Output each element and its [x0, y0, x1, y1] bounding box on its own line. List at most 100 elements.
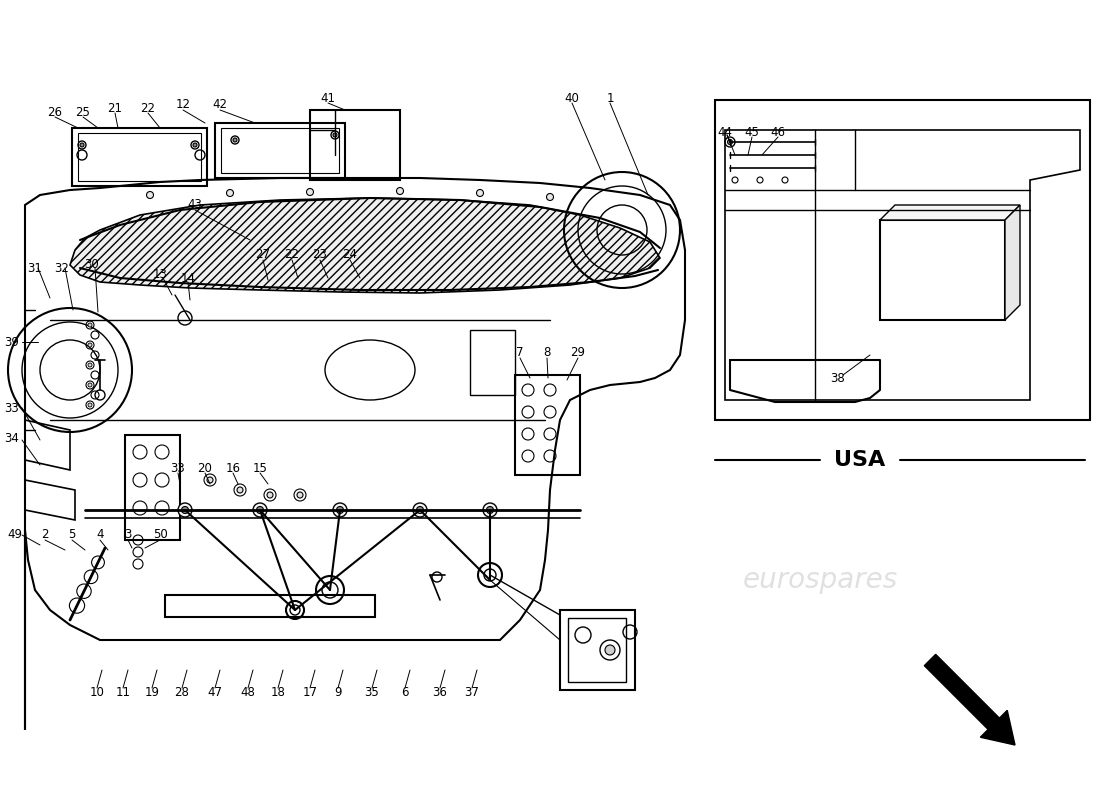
Text: 20: 20 — [198, 462, 212, 474]
Circle shape — [297, 492, 302, 498]
Circle shape — [178, 503, 192, 517]
Bar — [560, 610, 635, 690]
Text: 48: 48 — [241, 686, 255, 698]
Polygon shape — [1005, 205, 1020, 320]
Text: 7: 7 — [516, 346, 524, 359]
Circle shape — [483, 503, 497, 517]
Bar — [880, 220, 1005, 320]
Text: 33: 33 — [170, 462, 186, 474]
Bar — [715, 100, 1090, 420]
Text: 3: 3 — [124, 529, 132, 542]
Bar — [568, 618, 626, 682]
Text: 31: 31 — [28, 262, 43, 274]
Circle shape — [88, 403, 92, 407]
Circle shape — [88, 323, 92, 327]
Circle shape — [182, 506, 188, 514]
Circle shape — [605, 645, 615, 655]
Circle shape — [412, 503, 427, 517]
Text: 13: 13 — [153, 269, 167, 282]
Circle shape — [227, 190, 233, 197]
Text: 35: 35 — [364, 686, 380, 698]
Text: 45: 45 — [745, 126, 759, 138]
Text: 10: 10 — [89, 686, 104, 698]
Text: 19: 19 — [144, 686, 159, 698]
Circle shape — [417, 506, 424, 514]
Text: 43: 43 — [188, 198, 202, 211]
Text: 29: 29 — [571, 346, 585, 359]
Text: 36: 36 — [432, 686, 448, 698]
Text: 16: 16 — [226, 462, 241, 474]
Text: eurospares: eurospares — [352, 586, 507, 614]
Circle shape — [146, 191, 154, 198]
Text: 30: 30 — [85, 258, 99, 271]
Circle shape — [307, 189, 314, 195]
Text: 28: 28 — [175, 686, 189, 698]
Circle shape — [267, 492, 273, 498]
Text: 40: 40 — [564, 91, 580, 105]
Circle shape — [486, 506, 494, 514]
Bar — [515, 375, 580, 475]
Circle shape — [256, 506, 264, 514]
Text: eurospares: eurospares — [742, 566, 898, 594]
Bar — [470, 330, 515, 395]
Text: USA: USA — [835, 450, 886, 470]
Text: 44: 44 — [717, 126, 733, 138]
Text: 18: 18 — [271, 686, 285, 698]
Bar — [125, 435, 180, 540]
Text: 25: 25 — [76, 106, 90, 118]
Text: 12: 12 — [176, 98, 190, 111]
Circle shape — [396, 187, 404, 194]
Circle shape — [80, 143, 84, 147]
Text: 23: 23 — [312, 249, 328, 262]
Bar — [165, 595, 375, 617]
Bar — [214, 123, 345, 178]
Text: 21: 21 — [108, 102, 122, 114]
Text: 33: 33 — [4, 402, 20, 414]
Text: 6: 6 — [402, 686, 409, 698]
Circle shape — [727, 139, 733, 145]
Text: 11: 11 — [116, 686, 131, 698]
Circle shape — [88, 363, 92, 367]
Bar — [78, 133, 201, 181]
Text: 39: 39 — [4, 335, 20, 349]
Text: 24: 24 — [342, 249, 358, 262]
Text: 26: 26 — [47, 106, 63, 118]
Text: 14: 14 — [180, 271, 196, 285]
Circle shape — [207, 477, 213, 483]
Text: 34: 34 — [4, 431, 20, 445]
Text: 47: 47 — [208, 686, 222, 698]
Circle shape — [192, 143, 197, 147]
Text: 17: 17 — [302, 686, 318, 698]
Circle shape — [236, 487, 243, 493]
Text: 37: 37 — [464, 686, 480, 698]
Text: 27: 27 — [255, 249, 271, 262]
Polygon shape — [880, 205, 1020, 220]
Circle shape — [88, 383, 92, 387]
Circle shape — [233, 138, 236, 142]
Text: 42: 42 — [212, 98, 228, 111]
Text: 4: 4 — [97, 529, 103, 542]
Text: 49: 49 — [8, 529, 22, 542]
Text: 46: 46 — [770, 126, 785, 138]
Text: eurospares: eurospares — [102, 566, 257, 594]
Polygon shape — [25, 178, 685, 730]
Text: 50: 50 — [153, 529, 167, 542]
Text: 2: 2 — [42, 529, 48, 542]
Text: 22: 22 — [285, 249, 299, 262]
Text: 41: 41 — [320, 91, 336, 105]
Bar — [310, 110, 400, 180]
FancyArrow shape — [924, 654, 1015, 745]
Bar — [72, 128, 207, 186]
Text: 32: 32 — [55, 262, 69, 274]
Circle shape — [333, 503, 346, 517]
Polygon shape — [70, 198, 660, 293]
Bar — [221, 128, 339, 173]
Text: 1: 1 — [606, 91, 614, 105]
Circle shape — [547, 194, 553, 201]
Text: 5: 5 — [68, 529, 76, 542]
Circle shape — [253, 503, 267, 517]
Text: 38: 38 — [830, 371, 846, 385]
Circle shape — [88, 343, 92, 347]
Circle shape — [476, 190, 484, 197]
Circle shape — [337, 506, 343, 514]
